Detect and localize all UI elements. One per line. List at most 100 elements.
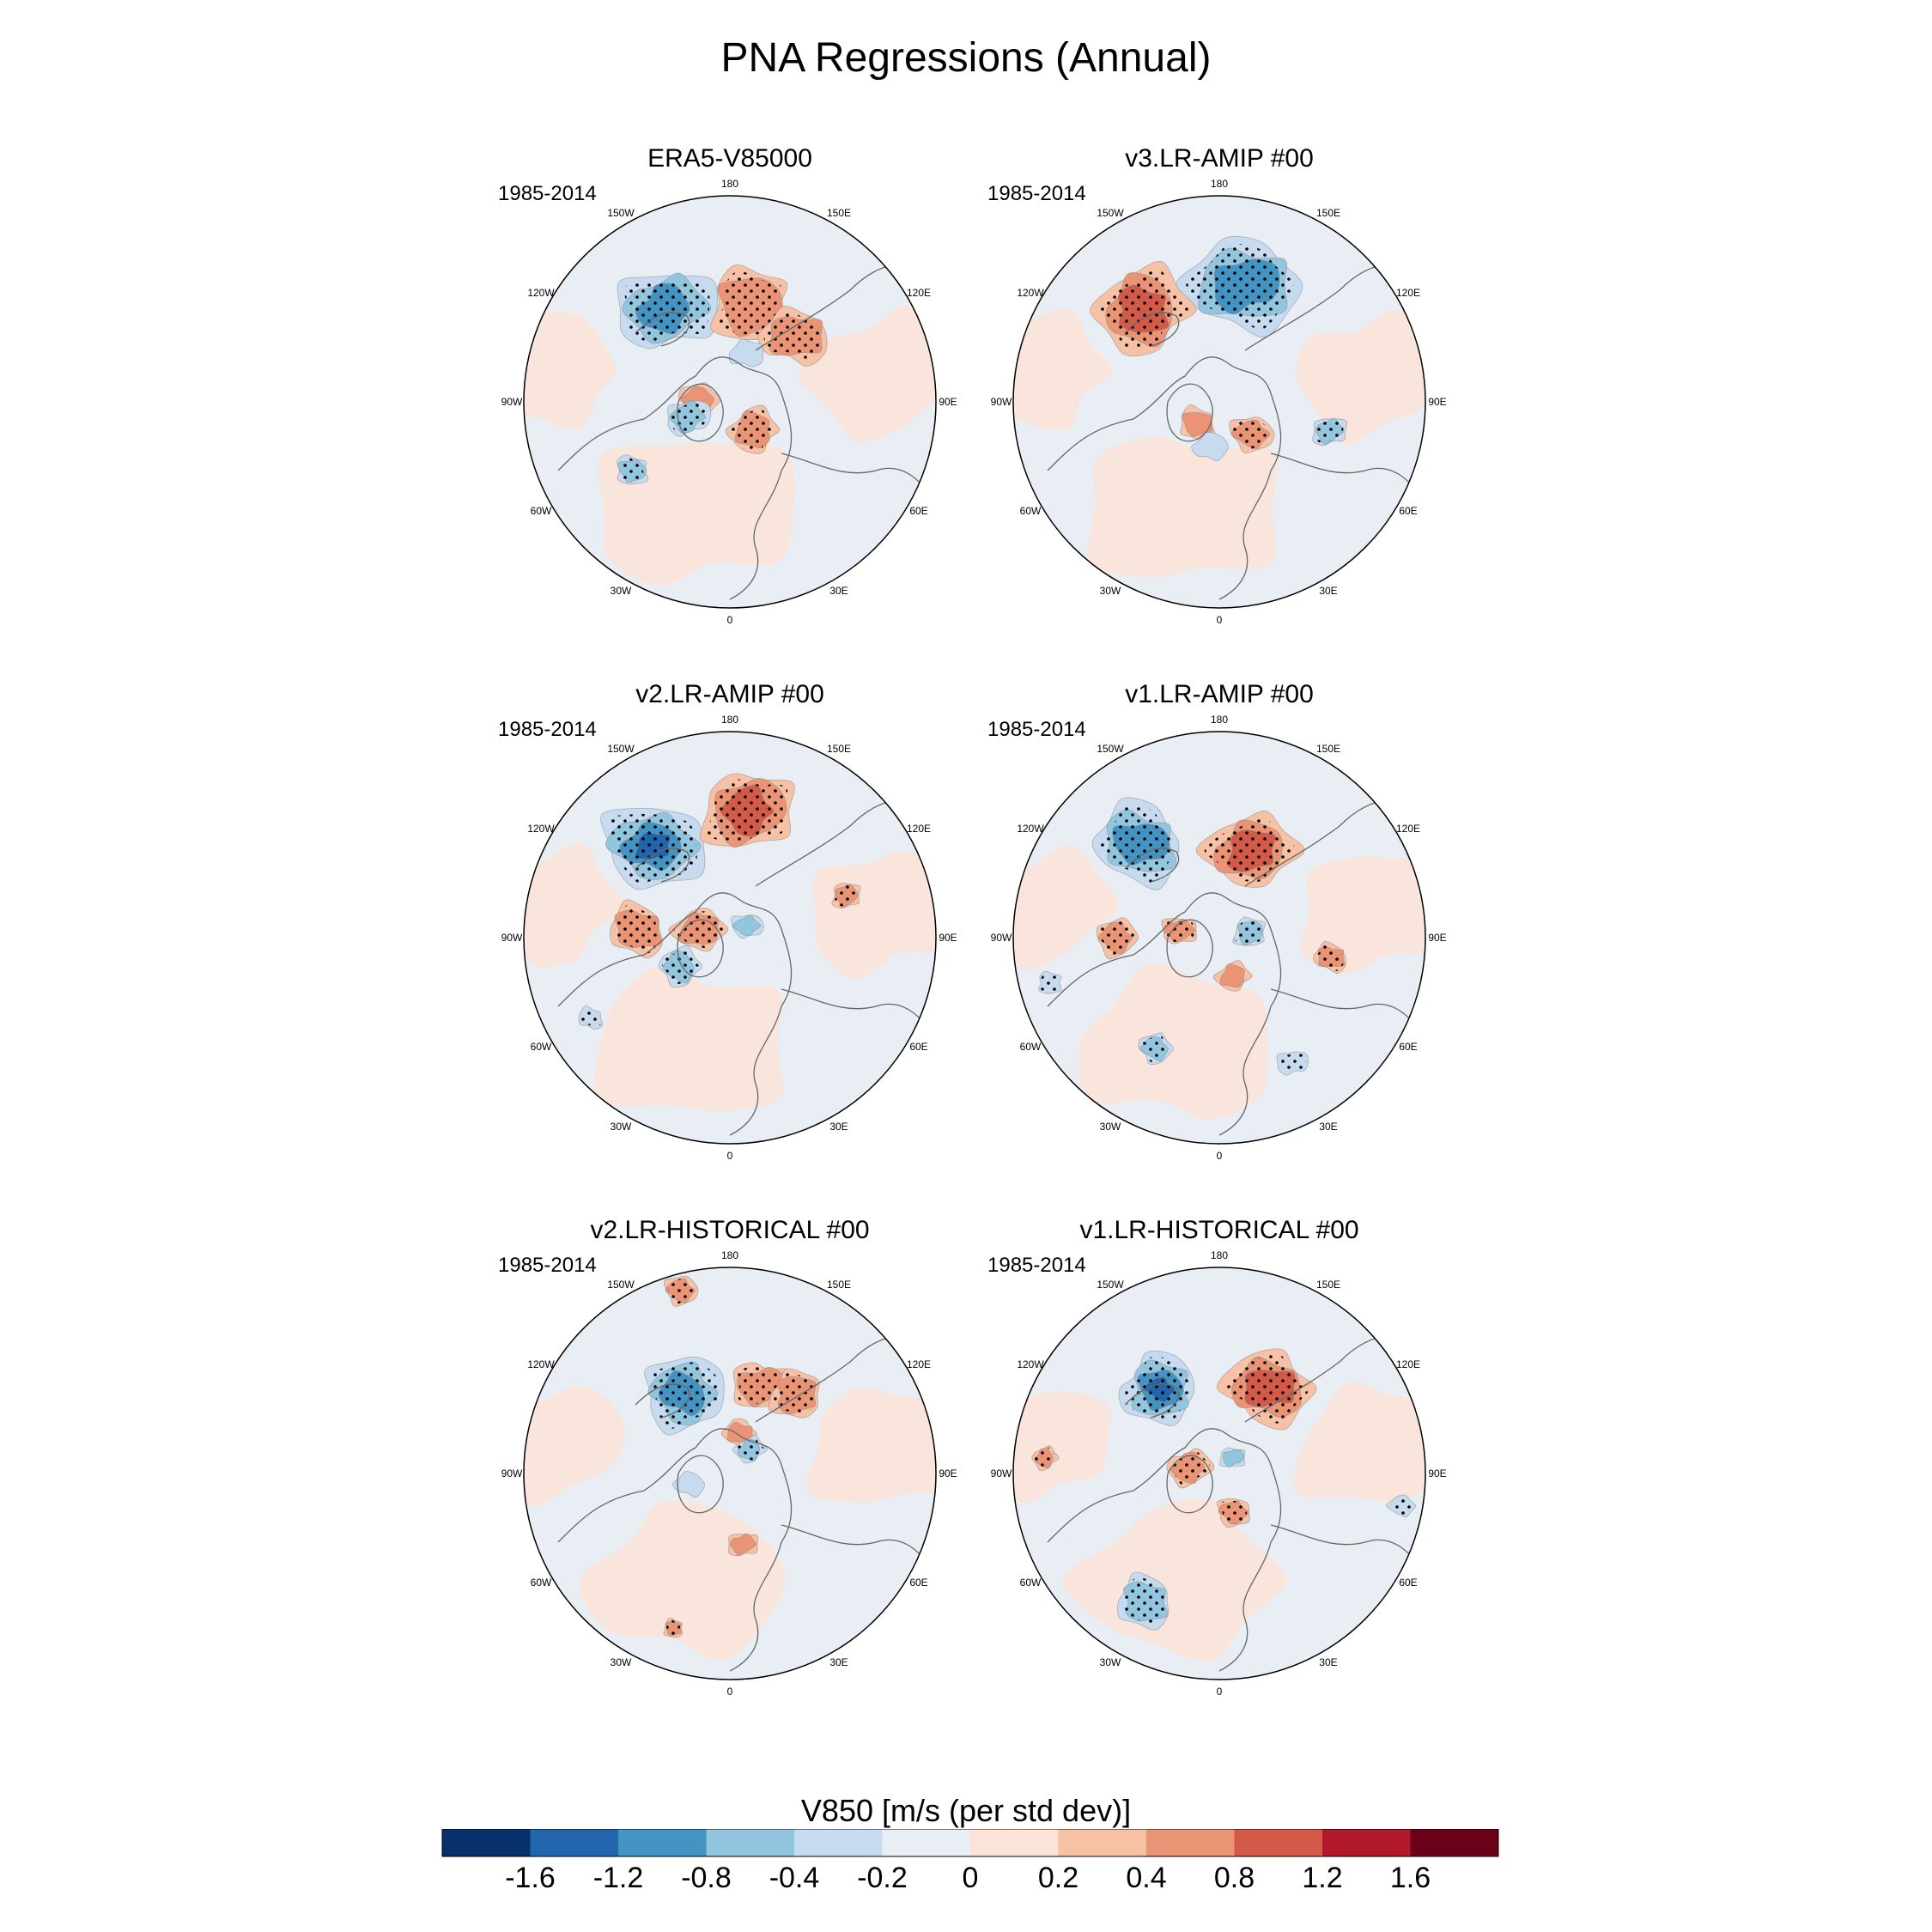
colorbar-tick-label: -0.8: [681, 1862, 732, 1894]
coastline: [1244, 1335, 1392, 1423]
significance-stippling: [1040, 973, 1060, 993]
panel-title: v2.LR-HISTORICAL #00: [590, 1216, 870, 1244]
lon-label: 60W: [531, 505, 552, 517]
lon-label: 120W: [1017, 823, 1044, 835]
colorbar-swatch: [882, 1829, 971, 1856]
background-anomaly: [1087, 436, 1279, 578]
coastlines: [557, 1335, 933, 1672]
coastlines: [1047, 799, 1422, 1136]
lon-label: 120E: [907, 823, 931, 835]
colorbar-tick-label: 0.8: [1214, 1862, 1255, 1894]
lon-label: 120W: [527, 1358, 555, 1370]
polar-map: 180 150E 120E 90E 60E 30E 0 30W 60W 90W 120W 150W: [991, 178, 1447, 625]
background-anomaly: [806, 1387, 936, 1503]
background-anomaly: [1300, 856, 1425, 974]
significance-stippling: [1125, 1357, 1189, 1421]
coastline: [635, 848, 690, 883]
significance-stippling: [608, 813, 697, 884]
colorbar-title: V850 [m/s (per std dev)]: [800, 1793, 1132, 1828]
lon-label: 150E: [1316, 743, 1340, 755]
lon-label: 90E: [939, 932, 957, 944]
coastline: [635, 1383, 690, 1419]
significance-stippling: [614, 904, 659, 954]
significance-stippling: [1099, 804, 1174, 884]
significance-stippling: [1279, 1053, 1306, 1074]
panel-title: v3.LR-AMIP #00: [1125, 144, 1314, 173]
background-anomaly: [1293, 1382, 1425, 1503]
coastline: [755, 799, 902, 887]
significance-stippling: [1033, 1447, 1057, 1469]
colorbar-swatch: [1058, 1829, 1147, 1856]
lon-label: 30W: [611, 1121, 632, 1133]
lon-label: 150E: [827, 207, 851, 219]
significance-stippling: [666, 1278, 696, 1304]
colorbar-tick-label: -1.2: [593, 1862, 644, 1894]
greenland-outline: [677, 383, 724, 442]
colorbar-frame: [441, 1829, 1499, 1857]
lon-label: 180: [721, 1249, 738, 1261]
lon-label: 60W: [1020, 1577, 1042, 1589]
significance-stippling: [1218, 1500, 1248, 1526]
coastline: [1244, 264, 1392, 351]
lon-label: 60W: [1020, 505, 1042, 517]
colorbar-swatch: [618, 1829, 707, 1856]
lon-label: 0: [727, 1686, 733, 1697]
map-boundary: [1012, 1267, 1426, 1680]
greenland-outline: [1166, 383, 1213, 442]
lon-label: 180: [721, 178, 738, 190]
lon-label: 150W: [607, 1279, 635, 1291]
map-boundary: [523, 731, 937, 1145]
background-anomaly: [524, 843, 628, 968]
coastline: [1124, 1383, 1180, 1419]
period-label: 1985-2014: [987, 718, 1086, 741]
colorbar-swatch: [794, 1829, 883, 1856]
colorbar-swatch: [706, 1829, 795, 1856]
panel-v2-historical: 180 150E 120E 90E 60E 30E 0 30W 60W 90W 120W 150W v…: [472, 1216, 987, 1697]
polar-map: 180 150E 120E 90E 60E 30E 0 30W 60W 90W 120W 150W: [501, 178, 957, 625]
lon-label: 90W: [501, 1467, 523, 1479]
significance-stippling: [619, 457, 647, 483]
panel-title: ERA5-V85000: [647, 144, 812, 173]
coastline: [755, 264, 902, 351]
map-boundary: [523, 195, 937, 609]
colorbar-tick-label: -0.2: [857, 1862, 908, 1894]
period-label: 1985-2014: [498, 1254, 597, 1277]
lon-label: 180: [1211, 178, 1228, 190]
lon-label: 120E: [907, 1358, 931, 1370]
significance-stippling: [1224, 1354, 1309, 1424]
colorbar-swatch: [530, 1829, 619, 1856]
coastline: [1270, 453, 1422, 497]
polar-map: 180 150E 120E 90E 60E 30E 0 30W 60W 90W 120W 150W: [501, 1249, 957, 1697]
coastline: [781, 453, 933, 497]
lon-label: 150E: [827, 743, 851, 755]
lon-label: 90W: [501, 396, 523, 408]
lon-label: 120E: [1396, 823, 1420, 835]
lon-label: 0: [1217, 614, 1223, 625]
lon-label: 0: [1217, 1150, 1223, 1161]
background-anomaly: [1078, 962, 1268, 1120]
lon-label: 150W: [1097, 207, 1124, 219]
lon-label: 90E: [1428, 1467, 1446, 1479]
lon-label: 150E: [1316, 1279, 1340, 1291]
lon-label: 90E: [939, 396, 957, 408]
panel-v3-amip: 180 150E 120E 90E 60E 30E 0 30W 60W 90W 120W 150W v…: [962, 144, 1477, 625]
background-anomaly: [524, 312, 616, 430]
lon-label: 120E: [1396, 1358, 1420, 1370]
figure-title: PNA Regressions (Annual): [720, 35, 1212, 81]
significance-stippling: [1204, 817, 1297, 883]
lon-label: 120W: [1017, 1358, 1044, 1370]
lon-label: 150E: [1316, 207, 1340, 219]
coastline: [557, 356, 793, 600]
coastlines: [1047, 264, 1422, 600]
anomaly-contour: [1219, 963, 1245, 988]
lon-label: 150W: [607, 207, 635, 219]
background-anomaly: [593, 965, 783, 1111]
significance-stippling: [580, 1007, 601, 1028]
coastline: [557, 1428, 793, 1672]
coastline: [1047, 892, 1282, 1136]
lon-label: 30W: [1100, 1121, 1121, 1133]
significance-stippling: [624, 280, 710, 343]
significance-stippling: [1163, 920, 1194, 942]
lon-label: 0: [1217, 1686, 1223, 1697]
coastline: [781, 1524, 933, 1569]
